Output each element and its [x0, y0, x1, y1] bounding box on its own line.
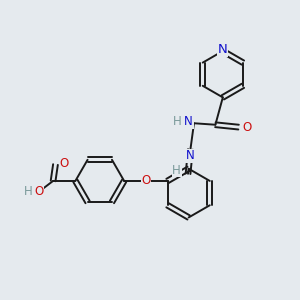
Text: H: H — [173, 115, 182, 128]
Text: N: N — [184, 115, 193, 128]
Text: O: O — [242, 121, 251, 134]
Text: N: N — [185, 149, 194, 162]
Text: O: O — [142, 173, 151, 187]
Text: H: H — [24, 185, 32, 198]
Text: O: O — [59, 157, 68, 169]
Text: H: H — [172, 164, 181, 177]
Text: O: O — [34, 185, 44, 198]
Text: N: N — [218, 43, 228, 56]
